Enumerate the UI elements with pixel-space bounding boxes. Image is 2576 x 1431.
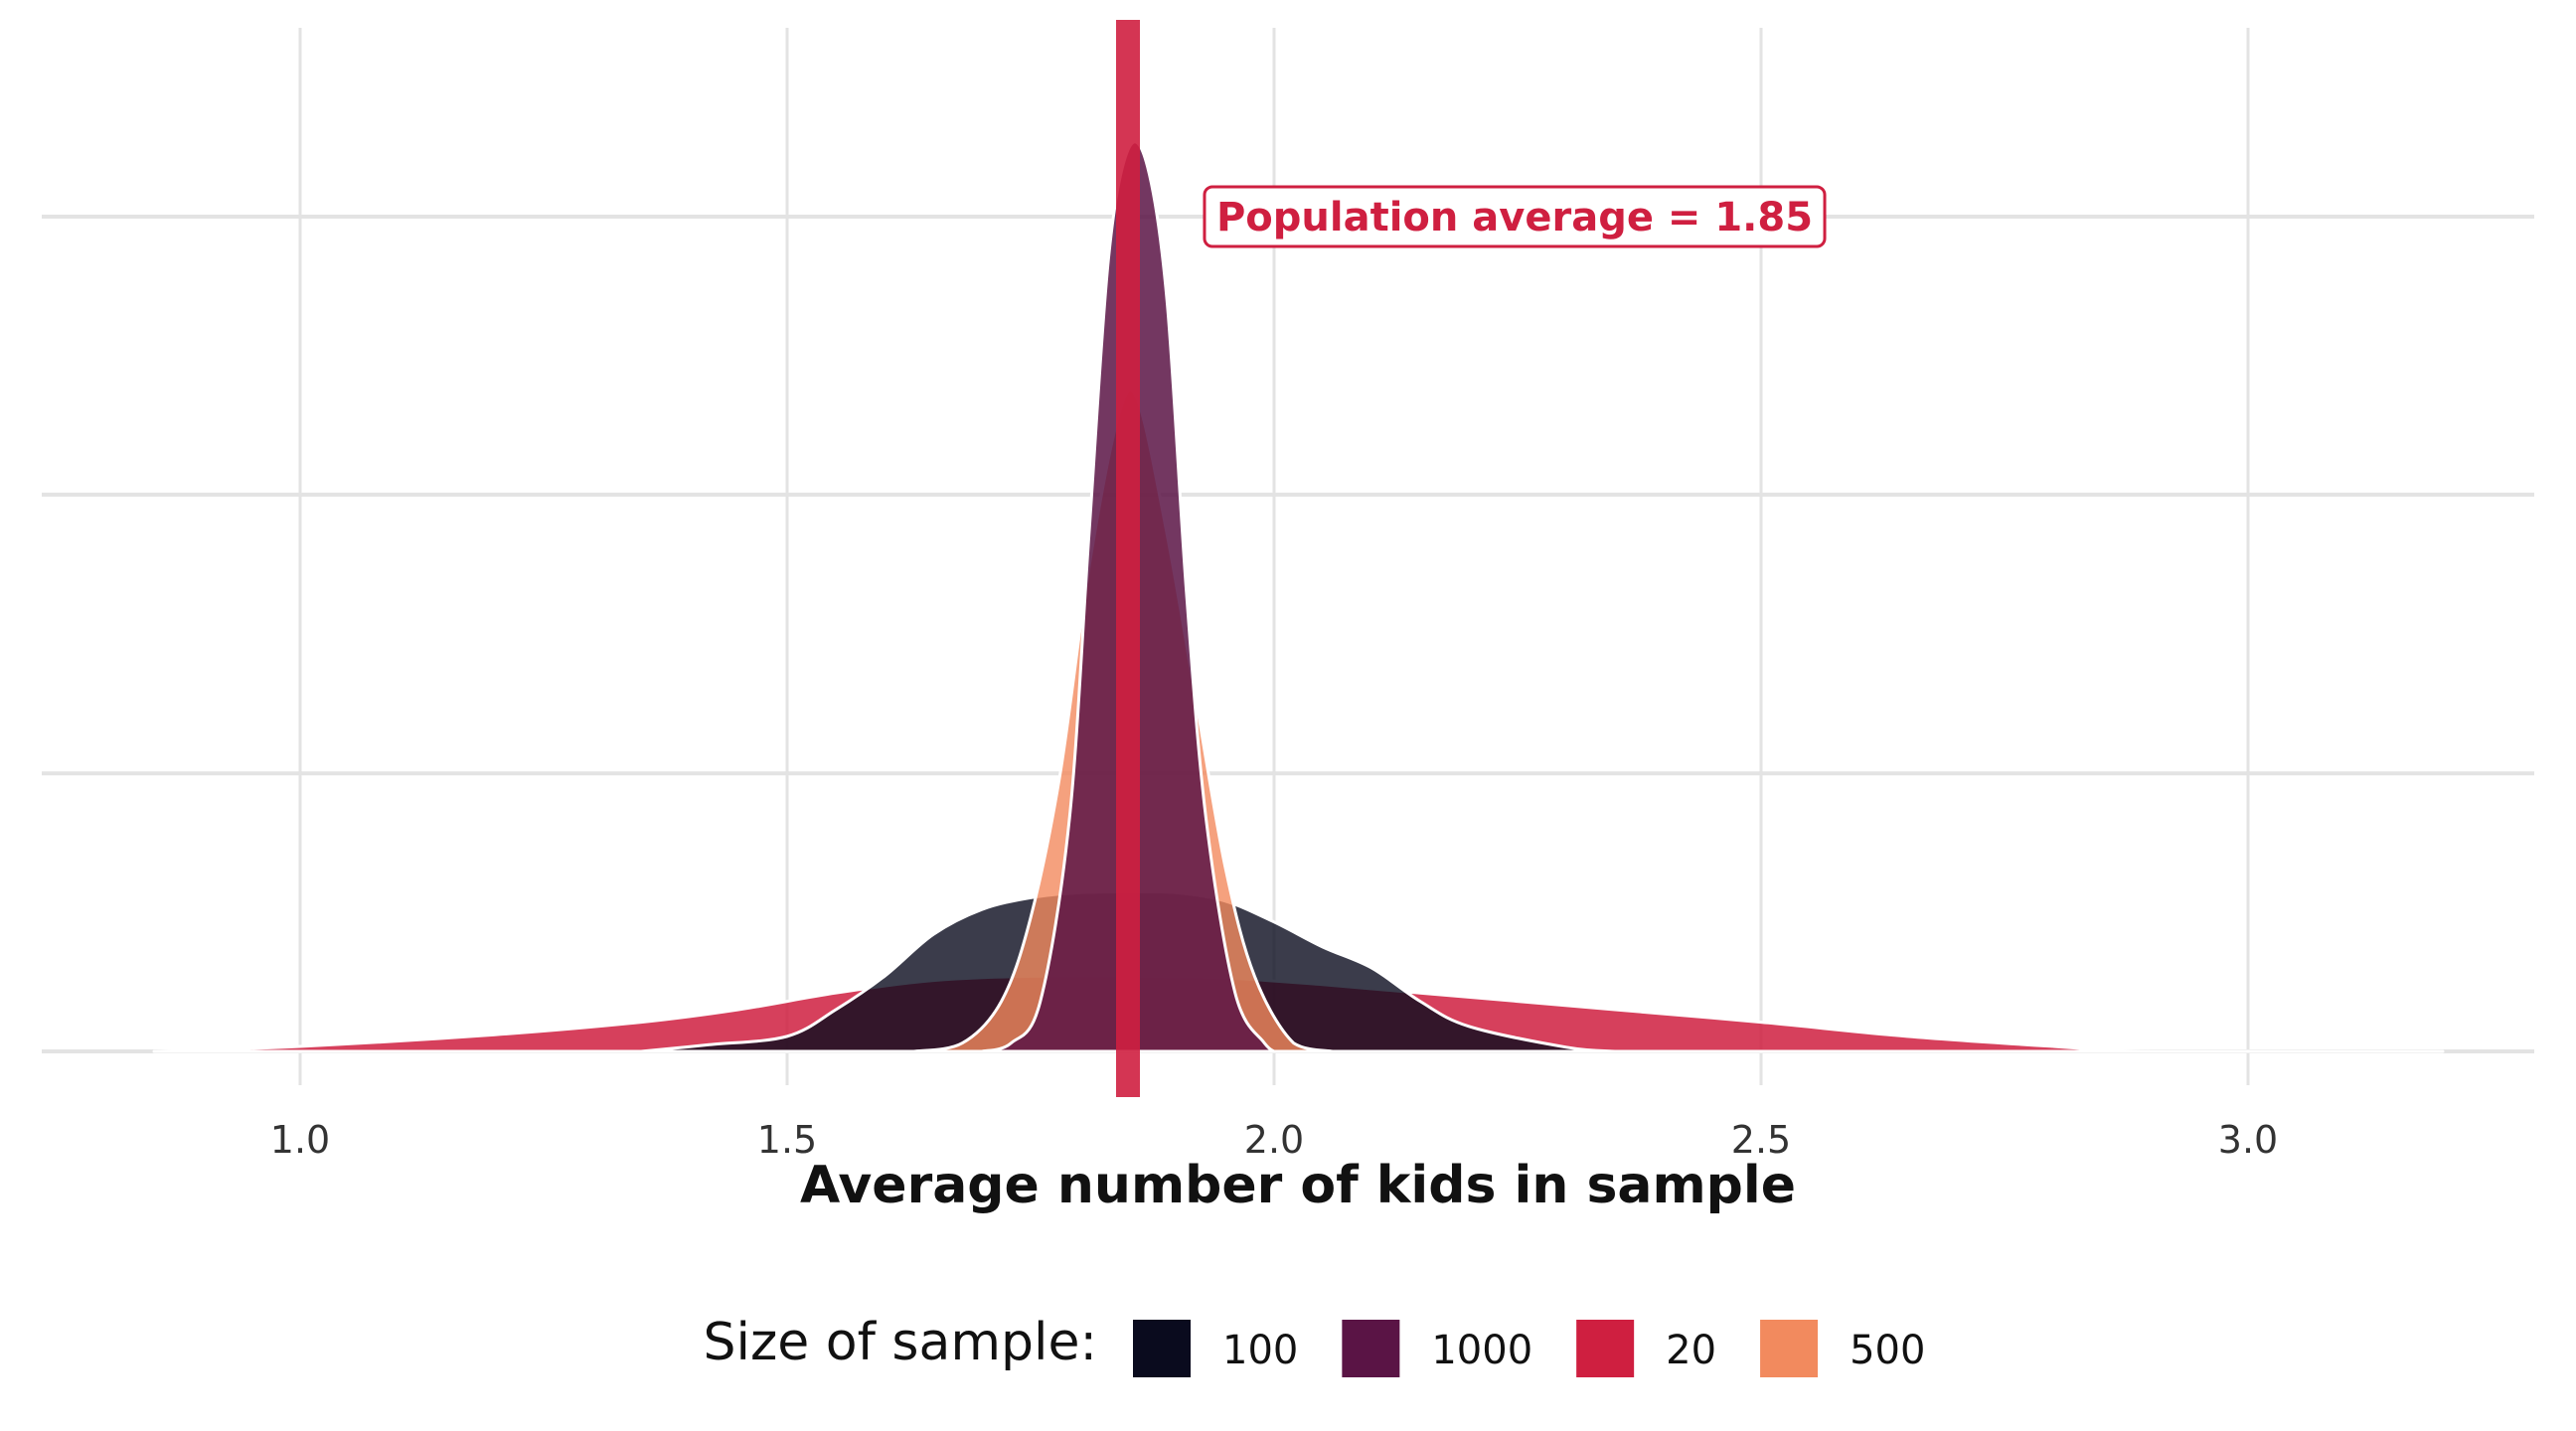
legend-title: Size of sample: xyxy=(704,1313,1098,1372)
density-series xyxy=(152,140,2445,1053)
annotation-box xyxy=(1203,185,1827,248)
annotation-layer: Population average = 1.85 xyxy=(1116,20,1827,1097)
legend-swatch-500 xyxy=(1760,1320,1819,1377)
legend-label-100: 100 xyxy=(1222,1328,1298,1373)
legend-label-20: 20 xyxy=(1666,1328,1716,1373)
legend-swatch-1000 xyxy=(1342,1320,1400,1377)
legend-swatch-100 xyxy=(1133,1320,1191,1377)
legend-label-1000: 1000 xyxy=(1431,1328,1532,1373)
x-axis-label: Average number of kids in sample xyxy=(800,1156,1796,1215)
x-axis-ticks: 1.0 1.5 2.0 2.5 3.0 xyxy=(270,1118,2278,1162)
x-tick-label: 3.0 xyxy=(2218,1118,2278,1162)
legend-label-500: 500 xyxy=(1850,1328,1925,1373)
legend: Size of sample: 100 1000 20 500 xyxy=(704,1313,1925,1377)
annotation-label: Population average = 1.85 xyxy=(1216,195,1813,240)
x-tick-label: 1.0 xyxy=(270,1118,330,1162)
x-tick-label: 1.5 xyxy=(757,1118,817,1162)
x-tick-label: 2.5 xyxy=(1731,1118,1791,1162)
x-tick-label: 2.0 xyxy=(1244,1118,1304,1162)
legend-swatch-20 xyxy=(1576,1320,1635,1377)
